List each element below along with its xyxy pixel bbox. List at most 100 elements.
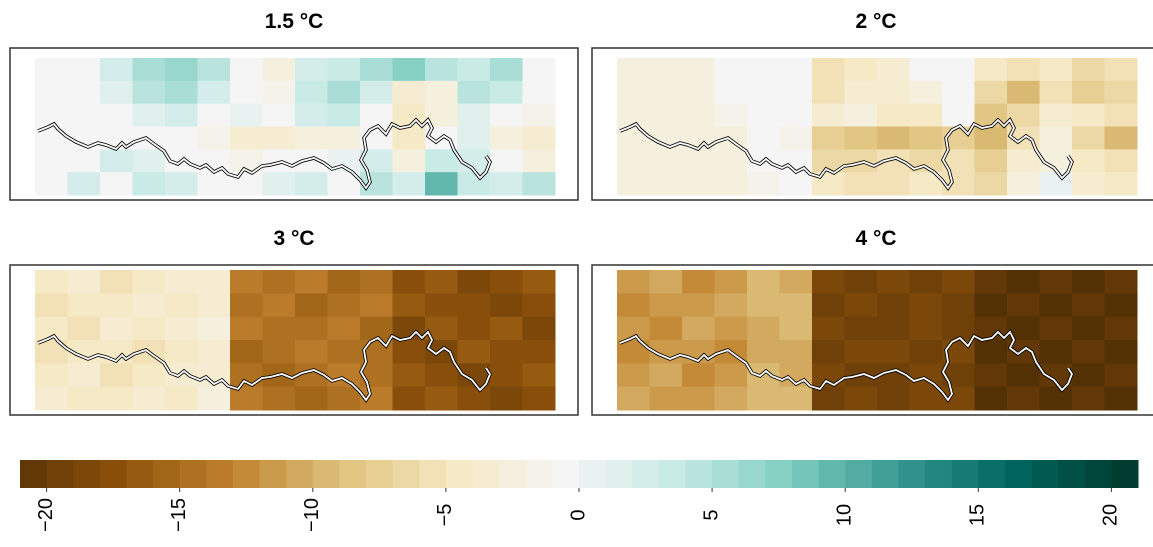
cell — [522, 386, 556, 411]
colorbar-swatch — [259, 460, 287, 488]
cell — [490, 126, 523, 150]
cell — [197, 386, 231, 411]
colorbar-swatch — [153, 460, 181, 488]
cell — [230, 58, 263, 82]
cell — [747, 270, 780, 294]
cell — [617, 149, 650, 173]
cell — [490, 386, 523, 411]
cell — [617, 103, 650, 127]
cell — [942, 270, 975, 294]
cell — [779, 58, 813, 82]
colorbar-swatch — [1004, 460, 1033, 488]
cell — [1072, 340, 1105, 364]
cell — [100, 80, 133, 105]
cell — [230, 149, 263, 173]
cell — [35, 340, 68, 364]
cell — [197, 103, 231, 127]
cell — [100, 363, 133, 388]
colorbar-swatch — [765, 460, 793, 488]
cell — [100, 172, 133, 196]
cell — [1104, 340, 1138, 364]
cell — [812, 103, 845, 127]
colorbar-swatch — [499, 460, 527, 488]
colorbar-swatch — [312, 460, 340, 488]
colorbar-swatch — [738, 460, 766, 488]
colorbar-swatch — [206, 460, 234, 488]
cell — [974, 363, 1008, 388]
cell — [909, 363, 943, 388]
cell — [1007, 363, 1040, 388]
cell — [132, 363, 166, 388]
cell — [327, 270, 361, 294]
cell — [1007, 270, 1040, 294]
cell — [1104, 270, 1138, 294]
cell — [230, 126, 263, 150]
cell — [490, 340, 523, 364]
cell — [262, 340, 296, 364]
colorbar-swatch — [685, 460, 713, 488]
cell — [457, 386, 491, 411]
cell — [490, 270, 523, 294]
cell — [457, 270, 491, 294]
cell — [295, 316, 328, 341]
colorbar-swatch — [99, 460, 127, 488]
cell — [617, 340, 650, 364]
cell — [35, 80, 68, 105]
cell — [165, 340, 198, 364]
cell — [617, 270, 650, 294]
tick-label: −5 — [434, 504, 456, 527]
cell — [230, 103, 263, 127]
cell — [457, 340, 491, 364]
cell — [877, 58, 910, 82]
colorbar-swatch — [46, 460, 74, 488]
cell — [909, 270, 943, 294]
cell — [649, 293, 683, 318]
cell — [909, 126, 943, 150]
colorbar-swatch — [818, 460, 846, 488]
cell — [295, 293, 328, 318]
cell — [747, 316, 780, 341]
cell — [974, 270, 1008, 294]
colorbar-swatch — [1058, 460, 1086, 488]
cell — [1007, 58, 1040, 82]
cell — [747, 340, 780, 364]
colorbar-swatch — [791, 460, 820, 488]
cell — [812, 293, 845, 318]
cell — [1007, 293, 1040, 318]
cell — [714, 316, 748, 341]
cell — [67, 386, 101, 411]
cell — [714, 80, 748, 105]
cell — [1072, 386, 1105, 411]
cell — [1039, 126, 1073, 150]
cell — [360, 270, 393, 294]
cell — [1039, 172, 1073, 196]
cell — [295, 172, 328, 196]
cell — [197, 293, 231, 318]
cell — [100, 149, 133, 173]
cell — [1007, 316, 1040, 341]
cell — [942, 80, 975, 105]
cell — [457, 293, 491, 318]
cell — [100, 58, 133, 82]
tick-label: 0 — [567, 509, 589, 520]
cell — [327, 386, 361, 411]
cell — [942, 316, 975, 341]
cell — [942, 293, 975, 318]
cell — [230, 80, 263, 105]
cell — [132, 316, 166, 341]
cell — [747, 58, 780, 82]
cell — [295, 363, 328, 388]
cell — [812, 58, 845, 82]
tick-label: 5 — [700, 509, 722, 520]
cell — [812, 126, 845, 150]
colorbar-swatch — [552, 460, 580, 488]
cell — [877, 386, 910, 411]
cell — [1007, 80, 1040, 105]
cell — [165, 58, 198, 82]
cell — [392, 340, 426, 364]
cell — [649, 58, 683, 82]
cell — [490, 172, 523, 196]
cell — [197, 58, 231, 82]
cell — [392, 293, 426, 318]
cell — [262, 293, 296, 318]
